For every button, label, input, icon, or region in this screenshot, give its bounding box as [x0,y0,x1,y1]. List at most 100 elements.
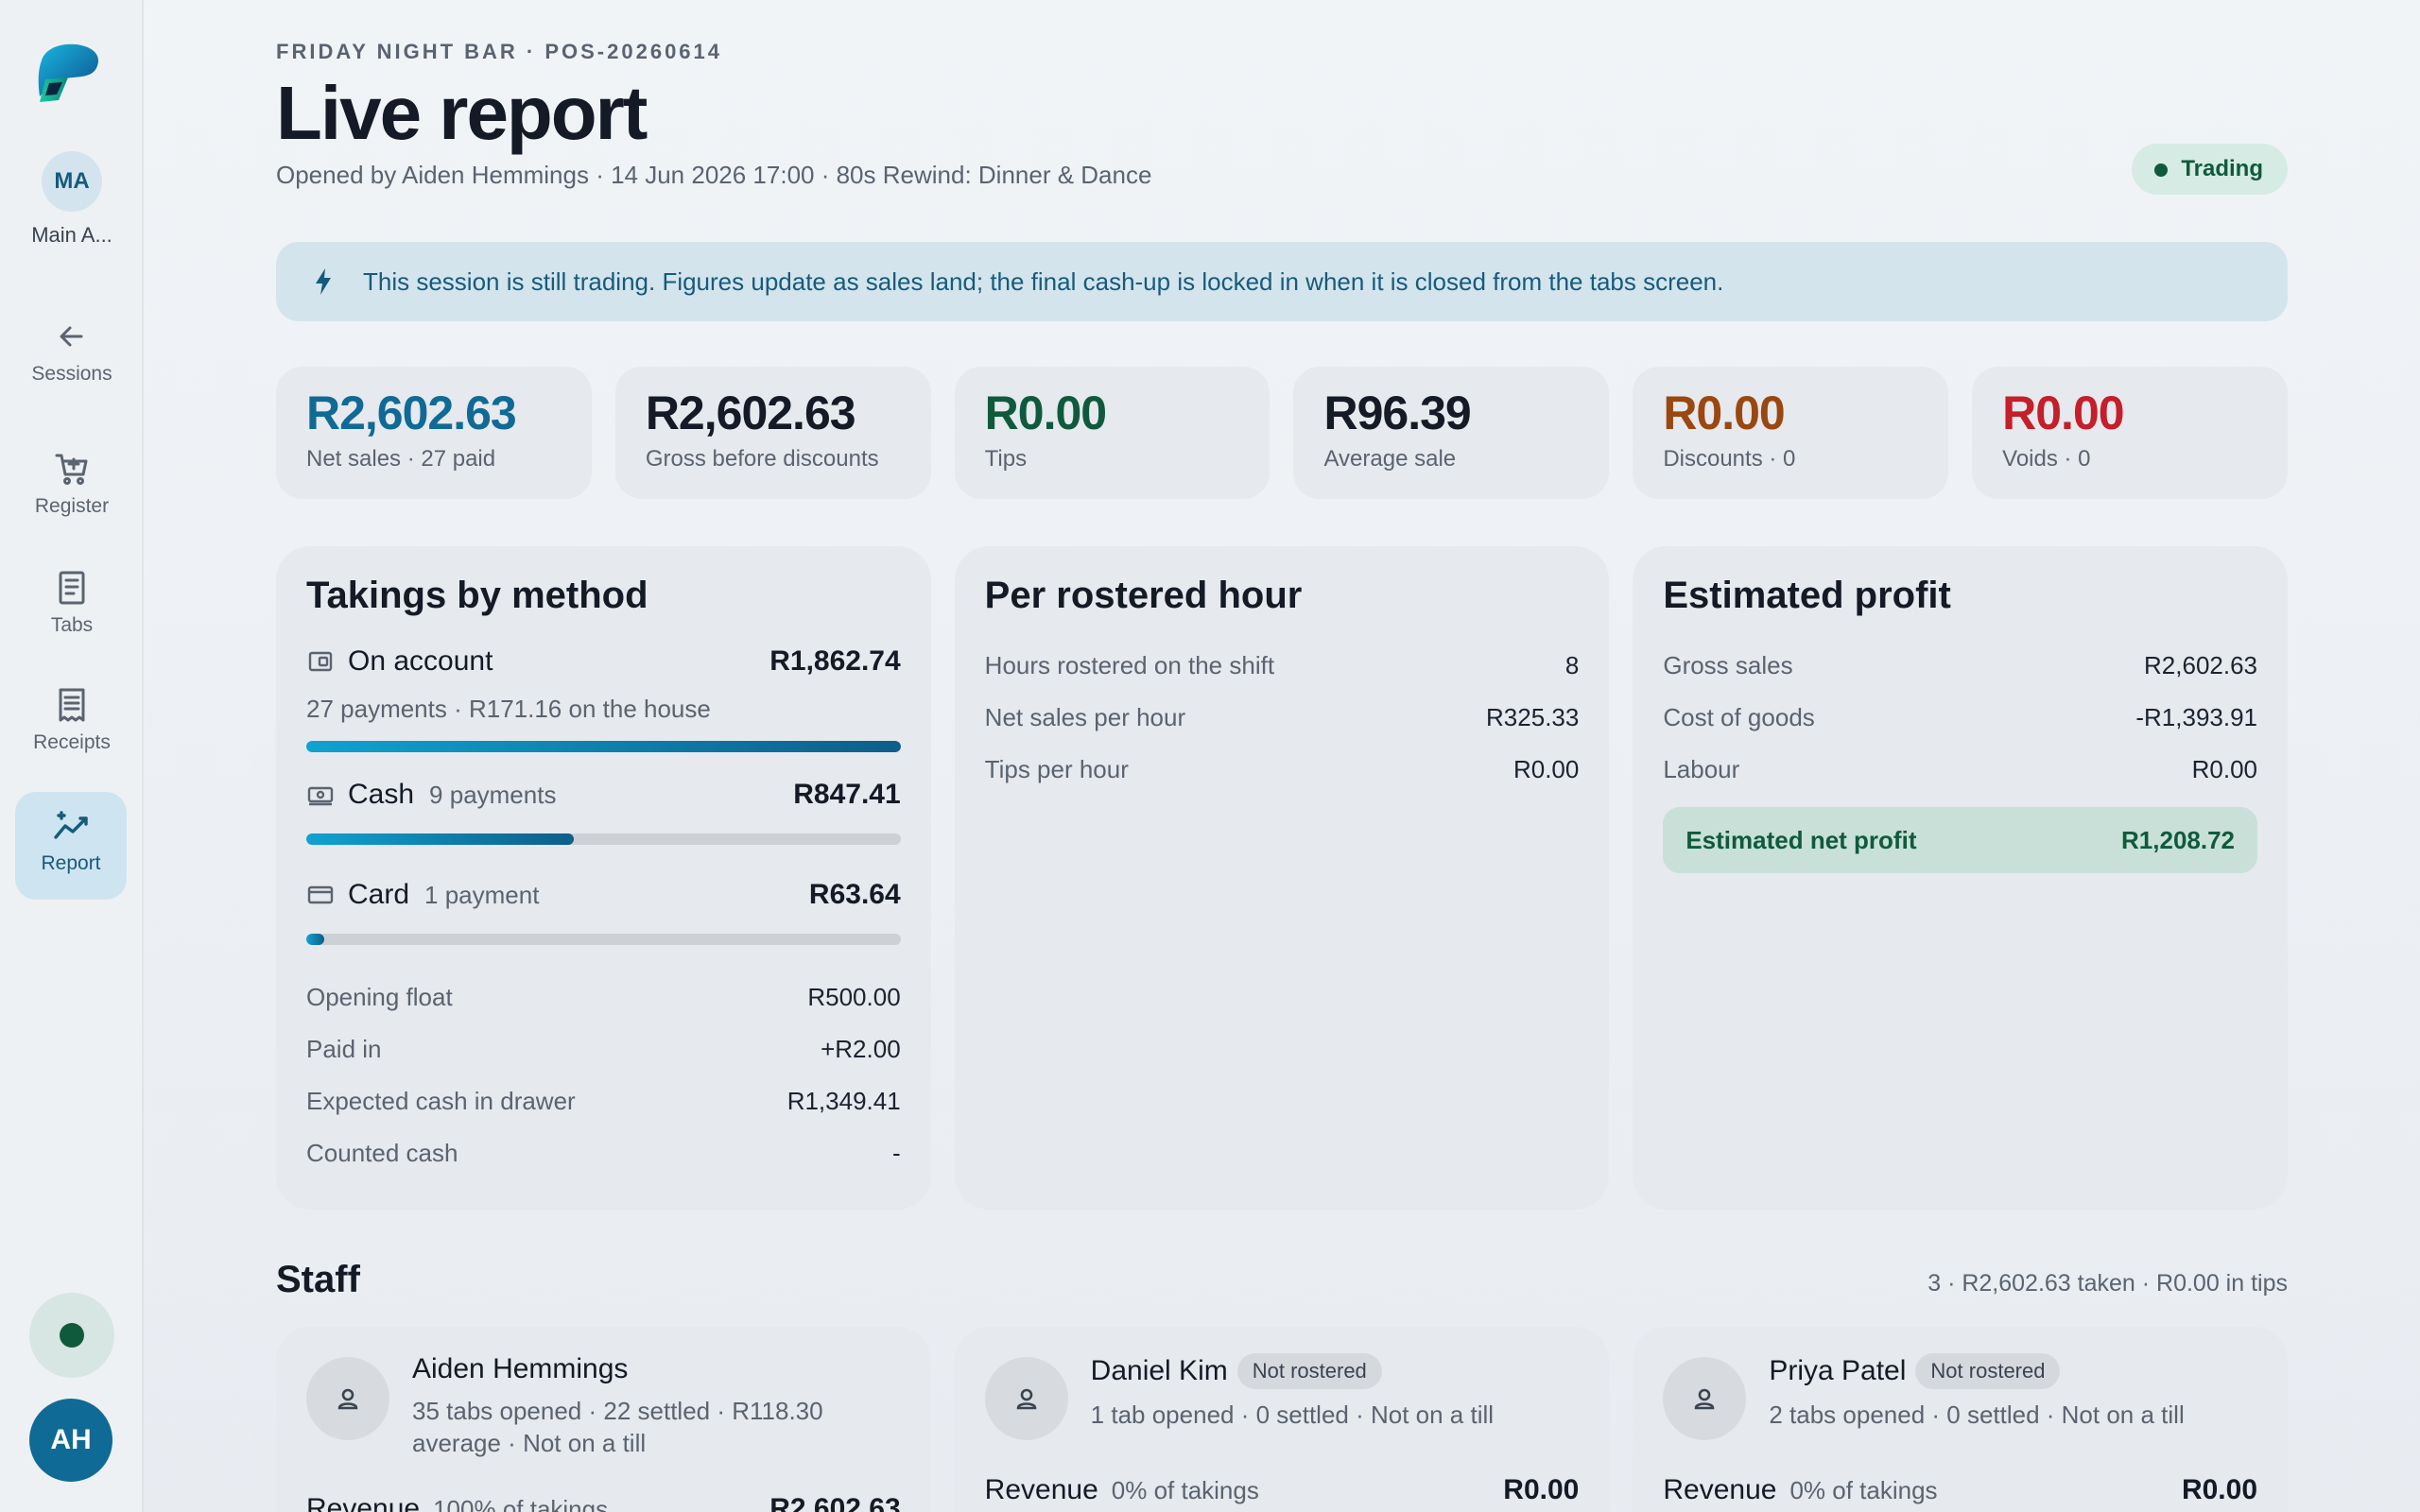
kpi-net-sales: R2,602.63 Net sales · 27 paid [276,367,592,499]
revenue-value: R0.00 [1503,1474,1580,1505]
method-bar [306,934,901,945]
profit-row: Labour R0.00 [1663,744,2257,796]
method-amount: R1,862.74 [769,645,901,677]
revenue-label: Revenue [306,1493,421,1512]
status-badge: Trading [2132,144,2288,195]
method-count: 9 payments [429,780,557,809]
row-label: Labour [1663,755,1740,783]
kpi-voids: R0.00 Voids · 0 [1972,367,2288,499]
row-value: R0.00 [1512,755,1580,783]
person-icon [1016,1388,1036,1410]
kpi-tips: R0.00 Tips [954,367,1270,499]
staff-name: Priya Patel [1769,1355,1907,1386]
session-eyebrow: FRIDAY NIGHT BAR · POS-20260614 [276,40,723,63]
staff-cards: Aiden Hemmings 35 tabs opened · 22 settl… [276,1327,2289,1512]
page-title: Live report [276,71,648,155]
profit-panel: Estimated profit Gross sales R2,602.63 Co… [1633,546,2289,1210]
row-label: Opening float [306,983,453,1011]
sidebar: MA Main A... Sessions Register Tabs Rece… [0,0,144,1512]
nav-register[interactable]: Register [0,450,144,518]
kpi-gross: R2,602.63 Gross before discounts [614,367,931,499]
kpi-value: R0.00 [984,387,1107,439]
account-switcher[interactable]: MA Main A... [0,151,144,248]
kpi-label: Net sales · 27 paid [306,446,496,472]
staff-avatar [1663,1357,1747,1440]
info-banner: This session is still trading. Figures u… [276,242,2288,321]
row-value: R325.33 [1486,703,1580,731]
method-sub: 27 payments · R171.16 on the house [306,695,711,723]
row-label: Hours rostered on the shift [984,651,1275,679]
kpi-row: R2,602.63 Net sales · 27 paid R2,602.63 … [276,367,2288,499]
kpi-discounts: R0.00 Discounts · 0 [1633,367,1949,499]
connection-status-indicator[interactable] [29,1293,114,1378]
wallet-icon [308,651,333,672]
revenue-value: R2,602.63 [769,1493,901,1512]
nav-receipts[interactable]: Receipts [0,686,144,754]
staff-summary: 3 · R2,602.63 taken · R0.00 in tips [1927,1270,2288,1297]
user-avatar[interactable]: AH [29,1399,112,1482]
staff-revenue: Revenue 0% of takings R0.00 [1663,1474,2257,1506]
revenue-value: R0.00 [2181,1474,2258,1505]
kpi-value: R2,602.63 [306,387,517,439]
row-label: Tips per hour [984,755,1129,783]
cash-icon [307,786,334,806]
kpi-value: R96.39 [1323,387,1471,439]
row-label: Expected cash in drawer [306,1087,576,1115]
revenue-label: Revenue [984,1474,1098,1505]
method-name: On account [348,645,493,677]
row-value: 8 [1564,651,1580,679]
takings-title: Takings by method [306,575,648,616]
staff-avatar [306,1357,389,1440]
row-value: R0.00 [2191,755,2258,783]
staff-title: Staff [276,1259,360,1300]
method-bar-fill [306,833,574,845]
kpi-label: Voids · 0 [2002,446,2091,472]
card-icon [307,885,334,904]
method-bar [306,741,901,752]
profit-row: Gross sales R2,602.63 [1663,640,2257,692]
nav-tabs[interactable]: Tabs [0,569,144,637]
nav-report[interactable]: Report [15,792,127,900]
staff-name: Aiden Hemmings [412,1353,629,1384]
kpi-value: R0.00 [2002,387,2124,439]
summary-row: Expected cash in drawer R1,349.41 [306,1075,901,1127]
row-value: -R1,393.91 [2135,703,2258,731]
kpi-average-sale: R96.39 Average sale [1293,367,1610,499]
revenue-label: Revenue [1663,1474,1777,1505]
per-hour-row: Hours rostered on the shift 8 [985,640,1580,692]
staff-revenue: Revenue 100% of takings R2,602.63 [306,1493,901,1512]
arrow-left-icon [60,326,83,347]
nav-sessions[interactable]: Sessions [0,318,144,386]
tabs-icon [59,571,85,605]
per-hour-row: Tips per hour R0.00 [985,744,1580,796]
staff-name: Daniel Kim [1090,1355,1228,1386]
kpi-value: R0.00 [1663,387,1785,439]
staff-revenue: Revenue 0% of takings R0.00 [985,1474,1580,1506]
not-rostered-badge: Not rostered [1915,1353,2061,1389]
per-hour-row: Net sales per hour R325.33 [985,692,1580,744]
takings-panel: Takings by method On account R1,862.74 2… [276,546,931,1210]
net-profit-label: Estimated net profit [1685,825,1917,854]
cash-summary: Opening float R500.00 Paid in +R2.00 Expec… [306,971,901,1179]
row-value: R2,602.63 [2144,651,2258,679]
method-bar-fill [306,934,324,945]
staff-card[interactable]: Priya Patel Not rostered 2 tabs opened · … [1633,1327,2289,1512]
staff-card[interactable]: Daniel Kim Not rostered 1 tab opened · 0 … [954,1327,1610,1512]
summary-row: Opening float R500.00 [306,971,901,1023]
staff-avatar [984,1357,1068,1440]
summary-row: Counted cash - [306,1127,901,1179]
kpi-value: R2,602.63 [645,387,856,439]
nav-sessions-label: Sessions [31,363,112,385]
method-bar [306,833,901,845]
account-avatar: MA [42,151,102,212]
staff-card[interactable]: Aiden Hemmings 35 tabs opened · 22 settl… [276,1327,931,1512]
nav-tabs-label: Tabs [50,614,94,636]
app-logo[interactable] [36,42,104,104]
per-hour-panel: Per rostered hour Hours rostered on the … [954,546,1610,1210]
person-icon [337,1388,358,1410]
method-on-account: On account R1,862.74 27 payments · R171.… [306,640,901,752]
online-dot-icon [60,1323,84,1348]
session-subtitle: Opened by Aiden Hemmings · 14 Jun 2026 1… [276,161,1152,189]
method-bar-fill [306,741,901,752]
row-value: R500.00 [807,983,901,1011]
